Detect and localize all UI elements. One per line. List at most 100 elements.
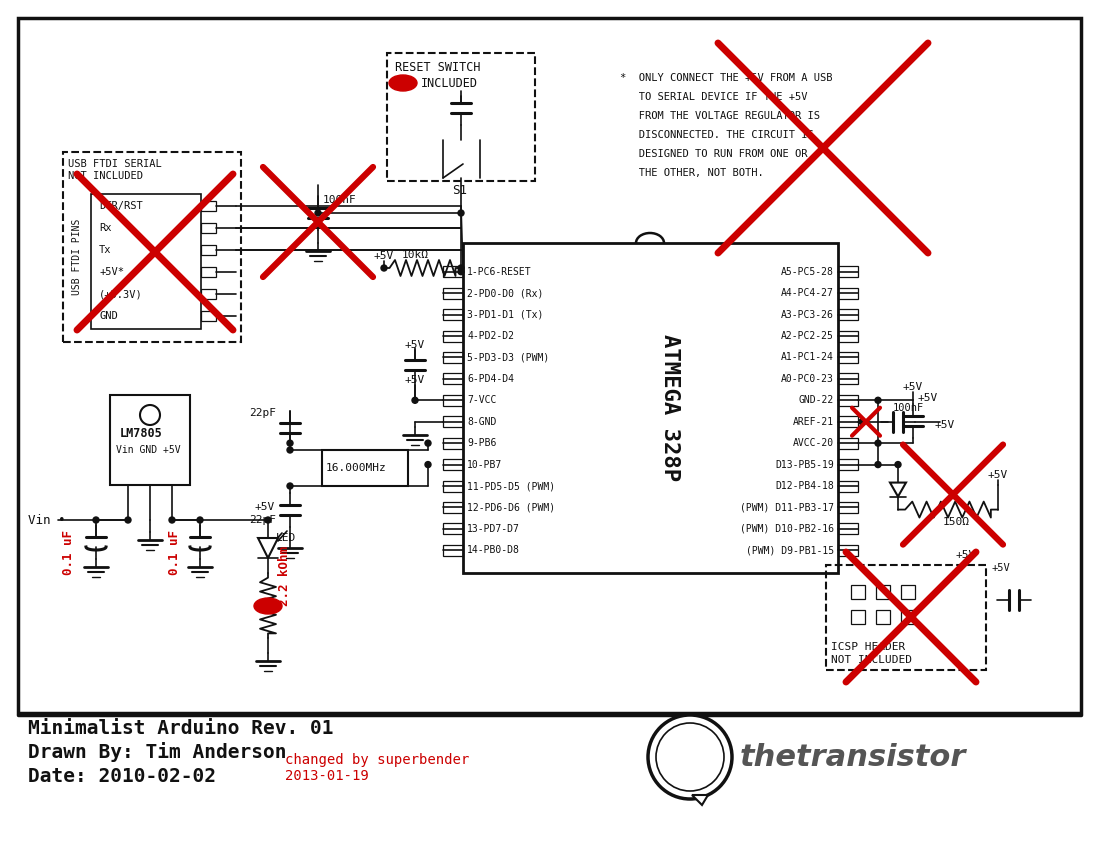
Text: ICSP HEADER: ICSP HEADER	[831, 642, 906, 652]
Text: +5V: +5V	[903, 382, 923, 392]
Text: 5-PD3-D3 (PWM): 5-PD3-D3 (PWM)	[467, 352, 550, 363]
Text: A3-PC3-26: A3-PC3-26	[781, 310, 834, 319]
Bar	[839, 502, 858, 513]
Polygon shape	[890, 482, 906, 497]
Text: A5-PC5-28: A5-PC5-28	[781, 267, 834, 277]
Text: 12-PD6-D6 (PWM): 12-PD6-D6 (PWM)	[467, 503, 555, 513]
Text: (+3.3V): (+3.3V)	[99, 289, 143, 299]
Text: 3-PD1-D1 (Tx): 3-PD1-D1 (Tx)	[467, 310, 543, 319]
Text: +5V: +5V	[988, 469, 1008, 480]
Circle shape	[458, 265, 464, 271]
Bar	[839, 267, 858, 278]
Text: *  ONLY CONNECT THE +5V FROM A USB: * ONLY CONNECT THE +5V FROM A USB	[620, 73, 833, 83]
Text: Minimalist Arduino Rev. 01: Minimalist Arduino Rev. 01	[27, 718, 333, 738]
Text: A4-PC4-27: A4-PC4-27	[781, 288, 834, 298]
Bar	[201, 201, 217, 211]
Bar	[463, 243, 839, 573]
Text: D13-PB5-19: D13-PB5-19	[775, 459, 834, 469]
Text: 22pF: 22pF	[249, 408, 276, 418]
Circle shape	[425, 462, 431, 468]
Circle shape	[140, 405, 160, 425]
Text: +5V: +5V	[991, 563, 1010, 573]
Text: A2-PC2-25: A2-PC2-25	[781, 331, 834, 341]
Bar	[201, 223, 217, 233]
Text: +5V: +5V	[255, 502, 275, 512]
Polygon shape	[258, 538, 278, 558]
Ellipse shape	[254, 598, 282, 614]
Circle shape	[287, 483, 293, 489]
Bar	[322, 450, 408, 486]
Circle shape	[458, 269, 464, 275]
Bar	[201, 311, 217, 321]
Text: Tx: Tx	[99, 245, 111, 255]
Bar	[443, 523, 463, 534]
Text: 100nF: 100nF	[323, 195, 357, 205]
Text: ATMEGA 328P: ATMEGA 328P	[660, 335, 680, 481]
Text: TO SERIAL DEVICE IF THE +5V: TO SERIAL DEVICE IF THE +5V	[620, 92, 808, 102]
Bar	[443, 288, 463, 299]
Bar	[63, 152, 241, 342]
Bar	[443, 352, 463, 363]
Bar	[839, 395, 858, 406]
Text: NOT INCLUDED: NOT INCLUDED	[831, 655, 912, 665]
Bar	[839, 523, 858, 534]
Bar	[851, 610, 865, 624]
Bar	[839, 481, 858, 492]
Text: 150Ω: 150Ω	[943, 516, 970, 526]
Bar	[201, 267, 217, 277]
Text: LM7805: LM7805	[120, 426, 163, 440]
Text: +5V*: +5V*	[99, 267, 124, 277]
Bar	[901, 585, 915, 599]
Text: D12-PB4-18: D12-PB4-18	[775, 481, 834, 491]
Bar	[110, 395, 190, 485]
Text: Date: 2010-02-02: Date: 2010-02-02	[27, 767, 217, 785]
Bar	[443, 309, 463, 320]
Text: +5V: +5V	[935, 419, 955, 430]
Bar	[443, 502, 463, 513]
Text: +5V: +5V	[956, 550, 976, 560]
Text: Vin •: Vin •	[27, 514, 66, 526]
Circle shape	[875, 440, 881, 446]
Circle shape	[656, 723, 724, 791]
Circle shape	[458, 210, 464, 216]
Text: S1: S1	[452, 183, 467, 196]
Text: +5V: +5V	[918, 393, 939, 403]
Bar	[91, 194, 201, 329]
Text: 7-VCC: 7-VCC	[467, 396, 497, 405]
Bar	[443, 267, 463, 278]
Text: (PWM) D9-PB1-15: (PWM) D9-PB1-15	[746, 545, 834, 555]
Text: RESET SWITCH: RESET SWITCH	[395, 60, 480, 74]
Bar	[387, 53, 535, 181]
Text: GND: GND	[99, 311, 118, 321]
Circle shape	[93, 517, 99, 523]
Text: 6-PD4-D4: 6-PD4-D4	[467, 374, 514, 384]
Circle shape	[287, 447, 293, 453]
Polygon shape	[692, 795, 708, 805]
Text: changed by superbender: changed by superbender	[285, 753, 469, 767]
Bar	[839, 309, 858, 320]
Bar	[443, 395, 463, 406]
Text: 13-PD7-D7: 13-PD7-D7	[467, 524, 520, 534]
Bar	[826, 565, 986, 670]
Text: A0-PC0-23: A0-PC0-23	[781, 374, 834, 384]
Bar	[839, 352, 858, 363]
Text: USB FTDI SERIAL: USB FTDI SERIAL	[68, 159, 162, 169]
Bar	[443, 459, 463, 470]
Text: Drawn By: Tim Anderson: Drawn By: Tim Anderson	[27, 742, 287, 762]
Bar	[443, 437, 463, 448]
Text: 9-PB6: 9-PB6	[467, 438, 497, 448]
Bar	[839, 545, 858, 556]
Bar	[201, 289, 217, 299]
Bar	[443, 545, 463, 556]
Text: NOT INCLUDED: NOT INCLUDED	[68, 171, 143, 181]
Text: (PWM) D11-PB3-17: (PWM) D11-PB3-17	[740, 503, 834, 513]
Text: LED: LED	[276, 533, 297, 543]
Circle shape	[875, 462, 881, 468]
Text: Rx: Rx	[99, 223, 111, 233]
Bar	[443, 374, 463, 385]
Circle shape	[895, 462, 901, 468]
Bar	[839, 437, 858, 448]
Circle shape	[125, 517, 131, 523]
Text: 2013-01-19: 2013-01-19	[285, 769, 369, 783]
Text: DTR/RST: DTR/RST	[99, 201, 143, 211]
